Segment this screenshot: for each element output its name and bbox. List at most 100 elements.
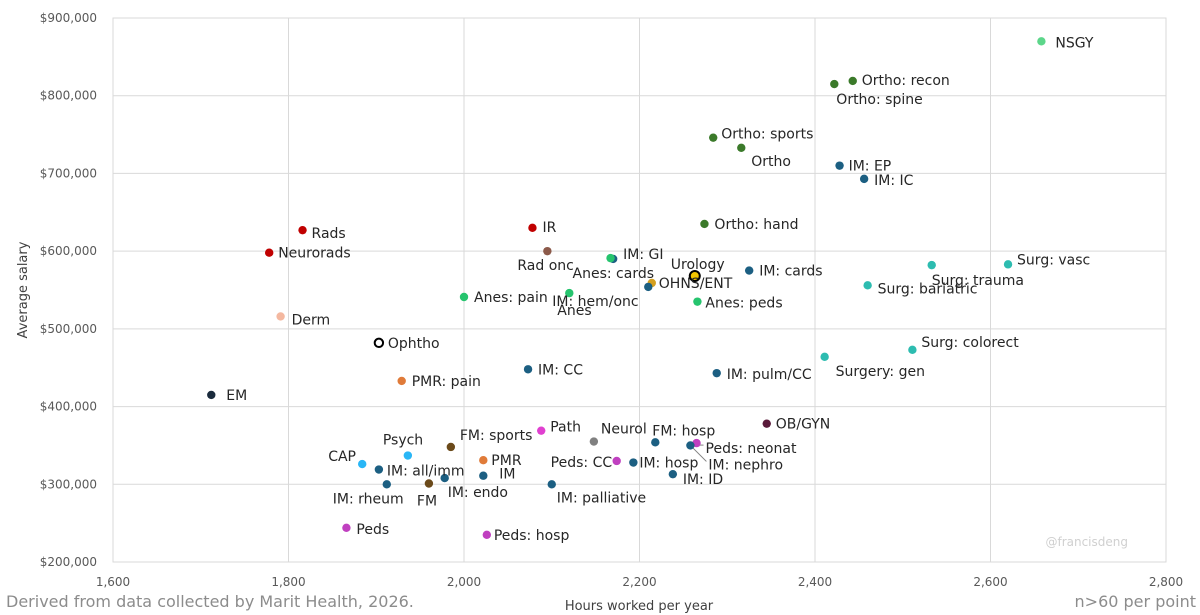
point-nsgy — [1037, 37, 1046, 46]
label-ohns-ent: OHNS/ENT — [659, 276, 733, 292]
point-ortho-hand — [700, 219, 709, 229]
point-im-ep — [835, 161, 844, 170]
point-derm — [276, 312, 285, 321]
label-surg-colorect: Surg: colorect — [921, 335, 1019, 351]
data-points — [207, 37, 1046, 539]
label-pmr: PMR — [491, 453, 522, 469]
point-im-cards — [744, 266, 754, 275]
point-surg-bariatric — [863, 281, 872, 290]
point-path — [537, 426, 546, 435]
label-anes-pain: Anes: pain — [474, 290, 548, 306]
point-anes-cards — [606, 253, 615, 263]
point-surgery-gen — [820, 352, 829, 362]
label-im-hem-onc: IM: hem/onc — [552, 294, 638, 310]
y-tick-label: $300,000 — [40, 477, 97, 491]
label-path: Path — [550, 420, 581, 436]
point-peds-cc — [612, 456, 621, 466]
label-surgery-gen: Surgery: gen — [836, 364, 925, 380]
point-ortho-spine — [830, 79, 839, 89]
label-surg-bariatric: Surg: bariatric — [878, 281, 978, 297]
label-ortho: Ortho — [751, 154, 791, 170]
label-peds: Peds — [356, 522, 389, 538]
point-peds — [342, 523, 351, 533]
label-ortho-sports: Ortho: sports — [721, 127, 813, 143]
point-ophtho — [373, 337, 385, 349]
y-tick-label: $400,000 — [40, 400, 97, 414]
point-ortho-recon — [848, 76, 857, 86]
y-axis-ticks: $200,000 $300,000 $400,000 $500,000 $600,000… — [40, 11, 97, 569]
y-tick-label: $700,000 — [40, 166, 97, 180]
connector-im-nephro — [692, 447, 707, 462]
sample-size-note: n>60 per point — [1075, 592, 1196, 611]
label-ortho-hand: Ortho: hand — [714, 217, 798, 233]
point-em — [207, 390, 216, 400]
point-ortho-sports — [709, 133, 718, 142]
point-im-all-imm — [374, 465, 384, 474]
label-ophtho: Ophtho — [388, 336, 440, 352]
label-nsgy: NSGY — [1055, 35, 1094, 51]
x-tick-label: 2,400 — [798, 575, 832, 589]
point-im-hosp — [629, 458, 638, 467]
label-surg-trauma: Surg: trauma — [932, 273, 1024, 289]
point-fm — [424, 479, 434, 488]
x-tick-label: 2,600 — [973, 575, 1007, 589]
x-tick-label: 2,800 — [1149, 575, 1183, 589]
x-axis-ticks: 1,600 1,800 2,000 2,200 2,400 2,600 2,800 — [96, 575, 1183, 589]
label-peds-neonat: Peds: neonat — [706, 441, 797, 457]
point-pmr — [479, 455, 488, 465]
point-fm-sports — [446, 442, 456, 452]
point-anes — [565, 288, 574, 298]
point-im-nephro — [686, 441, 695, 450]
x-tick-label: 1,600 — [96, 575, 130, 589]
point-im-endo — [440, 473, 449, 483]
label-fm-sports: FM: sports — [460, 428, 533, 444]
point-urology — [688, 270, 701, 283]
label-urology: Urology — [671, 257, 725, 273]
point-rad-onc — [543, 246, 552, 256]
y-tick-label: $200,000 — [40, 555, 97, 569]
x-tick-label: 1,800 — [271, 575, 305, 589]
label-im-rheum: IM: rheum — [333, 491, 404, 507]
point-rads — [298, 225, 307, 235]
x-axis-title: Hours worked per year — [565, 599, 714, 614]
source-note: Derived from data collected by Marit Hea… — [6, 592, 414, 611]
point-anes-peds — [693, 297, 702, 306]
data-labels: NSGY Ortho: recon Ortho: spine Ortho: sport… — [226, 35, 1094, 543]
label-derm: Derm — [292, 312, 331, 328]
point-im-ic — [859, 174, 869, 184]
label-im-pulm-cc: IM: pulm/CC — [727, 367, 812, 383]
label-psych: Psych — [383, 433, 423, 449]
grid — [112, 17, 1167, 563]
label-anes-cards: Anes: cards — [573, 266, 655, 282]
x-tick-label: 2,200 — [622, 575, 656, 589]
label-neurol: Neurol — [601, 422, 647, 438]
label-im-ic: IM: IC — [874, 173, 914, 189]
label-cap: CAP — [328, 449, 356, 465]
label-im-palliative: IM: palliative — [557, 490, 646, 506]
point-surg-trauma — [927, 260, 936, 270]
label-ir: IR — [542, 220, 556, 236]
point-ortho — [737, 143, 746, 152]
label-rad-onc: Rad onc — [517, 258, 573, 274]
label-fm: FM — [417, 494, 437, 510]
label-im-gi: IM: GI — [623, 247, 663, 263]
label-neurorads: Neurorads — [278, 246, 351, 262]
watermark: @francisdeng — [1045, 535, 1128, 549]
y-tick-label: $600,000 — [40, 244, 97, 258]
label-rads: Rads — [312, 226, 346, 242]
point-surg-vasc — [1003, 260, 1013, 269]
label-pmr-pain: PMR: pain — [412, 374, 481, 390]
point-im-hem-onc — [644, 282, 653, 292]
label-anes-peds: Anes: peds — [705, 296, 782, 312]
point-fm-hosp — [651, 438, 660, 447]
point-ob-gyn — [762, 419, 771, 428]
label-ortho-recon: Ortho: recon — [862, 73, 950, 89]
point-im-pulm-cc — [712, 368, 721, 378]
y-tick-label: $800,000 — [40, 89, 97, 103]
point-neurorads — [264, 248, 274, 257]
point-neurol — [589, 437, 599, 446]
y-axis-title: Average salary — [16, 241, 31, 338]
label-im-cc: IM: CC — [538, 362, 583, 378]
label-ob-gyn: OB/GYN — [776, 417, 831, 433]
